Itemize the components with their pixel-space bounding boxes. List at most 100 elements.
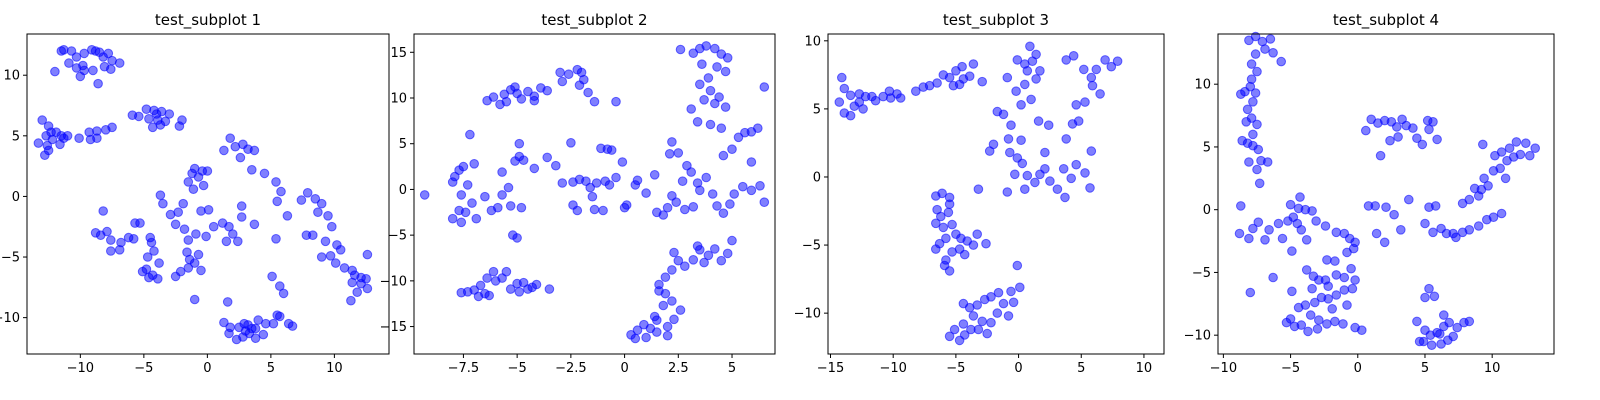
data-point xyxy=(1420,218,1430,229)
data-point xyxy=(587,191,598,202)
data-point xyxy=(356,278,366,289)
data-point xyxy=(720,66,731,77)
data-point xyxy=(173,207,183,217)
data-point xyxy=(1430,201,1441,211)
data-point xyxy=(729,189,740,199)
data-point xyxy=(1496,147,1507,157)
data-point xyxy=(667,191,677,201)
data-point xyxy=(224,221,234,232)
data-point xyxy=(1250,88,1261,98)
data-point xyxy=(362,249,373,260)
data-point xyxy=(1323,281,1333,292)
data-point xyxy=(488,92,499,102)
data-point xyxy=(932,78,942,88)
y-tick-label: 5 xyxy=(399,137,407,152)
data-point xyxy=(667,296,677,306)
data-point xyxy=(712,201,722,211)
data-point xyxy=(1424,124,1434,135)
data-point xyxy=(362,283,373,294)
data-point xyxy=(557,76,568,87)
data-point xyxy=(707,189,718,199)
data-point xyxy=(183,177,194,187)
data-point xyxy=(1086,146,1097,156)
data-point xyxy=(208,221,219,232)
x-tick-label: 0 xyxy=(620,361,628,376)
subplot-title: test_subplot 4 xyxy=(1333,11,1439,30)
data-point xyxy=(456,190,467,200)
data-point xyxy=(1287,246,1297,256)
data-point xyxy=(981,238,991,249)
data-point xyxy=(1112,56,1123,67)
data-point xyxy=(585,182,596,193)
data-point xyxy=(516,202,527,213)
data-point xyxy=(93,78,103,89)
data-point xyxy=(1085,183,1095,193)
x-tick-label: 5 xyxy=(267,361,275,376)
data-point xyxy=(250,333,261,344)
data-point xyxy=(1469,183,1480,194)
data-point xyxy=(722,53,733,63)
data-point xyxy=(662,330,673,341)
data-point xyxy=(1052,184,1063,194)
data-point xyxy=(660,272,671,283)
subplot-3: −15 −10 −5 0 5 10 −10 −5 0 5 10 test_subplot 3 xyxy=(794,11,1165,376)
data-point xyxy=(664,149,675,159)
data-point xyxy=(144,272,154,283)
data-point xyxy=(1511,137,1522,147)
data-point xyxy=(1277,233,1288,244)
data-point xyxy=(712,62,722,72)
data-point xyxy=(193,249,204,260)
data-point xyxy=(1444,317,1454,328)
data-point xyxy=(480,191,490,202)
data-point xyxy=(497,167,507,177)
data-point xyxy=(151,109,162,119)
data-point xyxy=(1316,292,1327,303)
data-point xyxy=(222,297,233,307)
data-point xyxy=(503,182,514,193)
data-point xyxy=(41,131,51,141)
data-point xyxy=(716,123,727,133)
data-point xyxy=(1244,233,1254,244)
data-point xyxy=(568,200,578,210)
data-point xyxy=(733,132,744,143)
data-point xyxy=(1253,217,1264,227)
data-point xyxy=(1357,325,1367,336)
y-tick-label: 5 xyxy=(1203,140,1211,155)
data-point xyxy=(456,217,467,228)
data-point xyxy=(179,224,190,234)
data-point xyxy=(557,178,568,188)
data-point xyxy=(219,317,229,328)
data-point xyxy=(1016,100,1026,110)
data-point xyxy=(1091,64,1102,75)
data-point xyxy=(982,328,993,339)
data-point xyxy=(107,122,117,133)
data-point xyxy=(680,261,690,272)
data-point xyxy=(106,246,116,256)
data-point xyxy=(460,207,471,218)
data-point xyxy=(839,83,850,94)
data-point xyxy=(247,165,257,175)
data-point xyxy=(1330,316,1340,327)
data-point xyxy=(123,232,134,243)
data-point xyxy=(1381,202,1391,212)
data-point xyxy=(1338,319,1348,329)
data-point xyxy=(1350,275,1360,285)
data-point xyxy=(1389,209,1399,220)
data-point xyxy=(1022,66,1033,76)
data-point xyxy=(1005,147,1015,158)
data-point xyxy=(1464,316,1475,327)
data-point xyxy=(979,294,990,305)
data-point xyxy=(641,332,651,343)
x-tick-label: 5 xyxy=(1421,361,1429,376)
data-point xyxy=(473,291,484,302)
data-point xyxy=(1420,292,1430,303)
y-tick-label: 15 xyxy=(390,46,407,61)
data-point xyxy=(1066,173,1076,184)
data-point xyxy=(1412,316,1422,327)
data-point xyxy=(271,177,281,187)
data-point xyxy=(686,167,697,177)
data-point xyxy=(465,129,475,140)
data-point xyxy=(268,318,279,329)
data-point xyxy=(1432,134,1442,145)
data-point xyxy=(523,86,533,97)
